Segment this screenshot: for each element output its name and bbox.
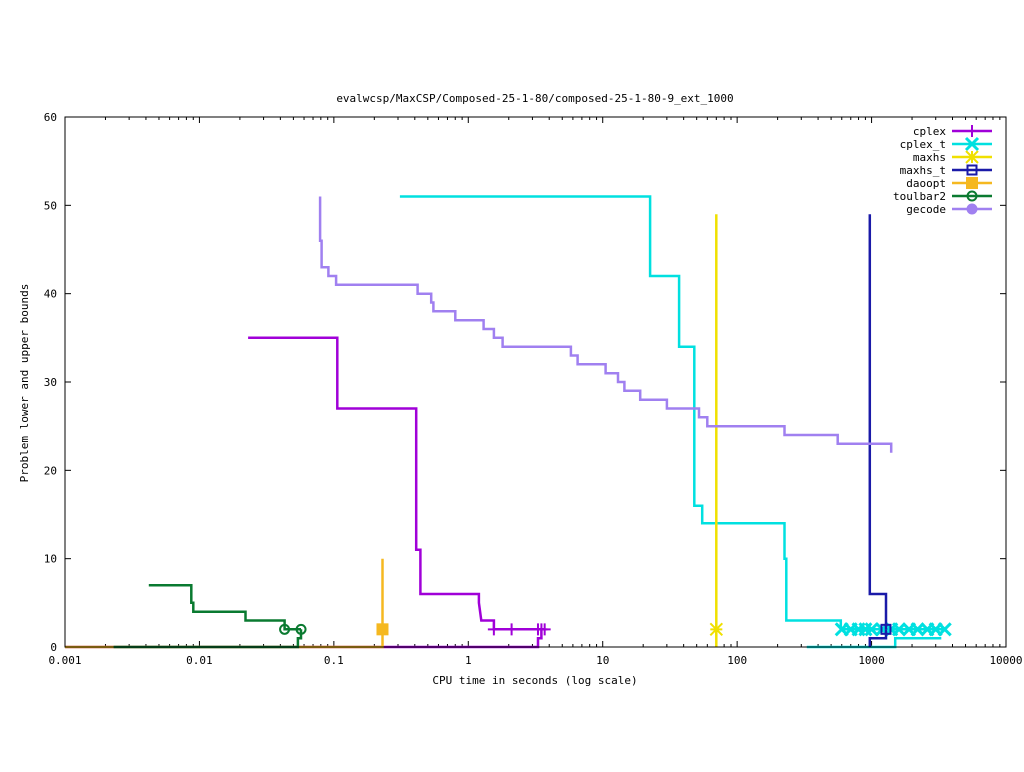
y-axis-label: Problem lower and upper bounds bbox=[18, 284, 31, 483]
legend-label-maxhs: maxhs bbox=[913, 151, 946, 164]
x-tick-label: 100 bbox=[727, 654, 747, 667]
series-gecode bbox=[318, 196, 893, 453]
series-gecode-upper-bound bbox=[318, 196, 893, 453]
legend-marker-toulbar2 bbox=[966, 190, 978, 202]
x-tick-label: 1 bbox=[465, 654, 472, 667]
legend-label-cplex: cplex bbox=[913, 125, 946, 138]
legend-label-cplex_t: cplex_t bbox=[900, 138, 946, 151]
series-maxhs_t bbox=[868, 214, 892, 647]
legend: cplexcplex_tmaxhsmaxhs_tdaoopttoulbar2ge… bbox=[893, 125, 992, 216]
plot-frame bbox=[64, 116, 1007, 648]
legend-marker-cplex_t bbox=[964, 136, 980, 152]
series-cplex_t bbox=[399, 195, 952, 649]
legend-marker-maxhs_t bbox=[966, 164, 978, 176]
series-cplex_t-upper-bound bbox=[399, 195, 945, 631]
series-maxhs-point bbox=[709, 622, 724, 637]
y-tick-label: 30 bbox=[44, 376, 57, 389]
series-cplex-upper-bound bbox=[248, 336, 545, 631]
y-tick-label: 10 bbox=[44, 553, 57, 566]
series-daoopt-point bbox=[376, 623, 389, 636]
x-tick-label: 10 bbox=[596, 654, 609, 667]
y-tick-label: 20 bbox=[44, 464, 57, 477]
legend-marker-daoopt bbox=[966, 177, 978, 189]
x-axis-label: CPU time in seconds (log scale) bbox=[432, 674, 637, 687]
legend-marker-cplex bbox=[966, 125, 978, 137]
y-tick-label: 0 bbox=[50, 641, 57, 654]
series-maxhs_t-upper-bound bbox=[868, 214, 888, 630]
x-tick-label: 0.001 bbox=[48, 654, 81, 667]
series-cplex-point bbox=[487, 623, 500, 636]
legend-label-gecode: gecode bbox=[906, 203, 946, 216]
series-layer bbox=[65, 195, 952, 649]
chart-title: evalwcsp/MaxCSP/Composed-25-1-80/compose… bbox=[336, 92, 733, 105]
series-maxhs_t-point bbox=[880, 623, 892, 635]
y-tick-label: 40 bbox=[44, 288, 57, 301]
series-cplex-point bbox=[538, 623, 551, 636]
legend-marker-gecode bbox=[966, 203, 978, 215]
series-toulbar2-point bbox=[295, 623, 307, 635]
series-cplex_t-point bbox=[937, 622, 952, 637]
y-tick-label: 60 bbox=[44, 111, 57, 124]
series-cplex_t-point bbox=[864, 622, 879, 637]
legend-marker-maxhs bbox=[965, 150, 979, 164]
axes: 0.001 0.01 0.1 1 10 100 1000 10000 0 10 20 30 40 50 60 bbox=[44, 111, 1023, 667]
x-tick-label: 0.01 bbox=[186, 654, 213, 667]
series-cplex-point bbox=[505, 623, 518, 636]
x-tick-label: 1000 bbox=[858, 654, 885, 667]
x-tick-label: 0.1 bbox=[324, 654, 344, 667]
series-maxhs bbox=[709, 214, 724, 647]
legend-label-daoopt: daoopt bbox=[906, 177, 946, 190]
legend-label-toulbar2: toulbar2 bbox=[893, 190, 946, 203]
series-toulbar2-point bbox=[279, 623, 291, 635]
y-tick-label: 50 bbox=[44, 199, 57, 212]
legend-label-maxhs_t: maxhs_t bbox=[900, 164, 946, 177]
x-tick-label: 10000 bbox=[989, 654, 1022, 667]
